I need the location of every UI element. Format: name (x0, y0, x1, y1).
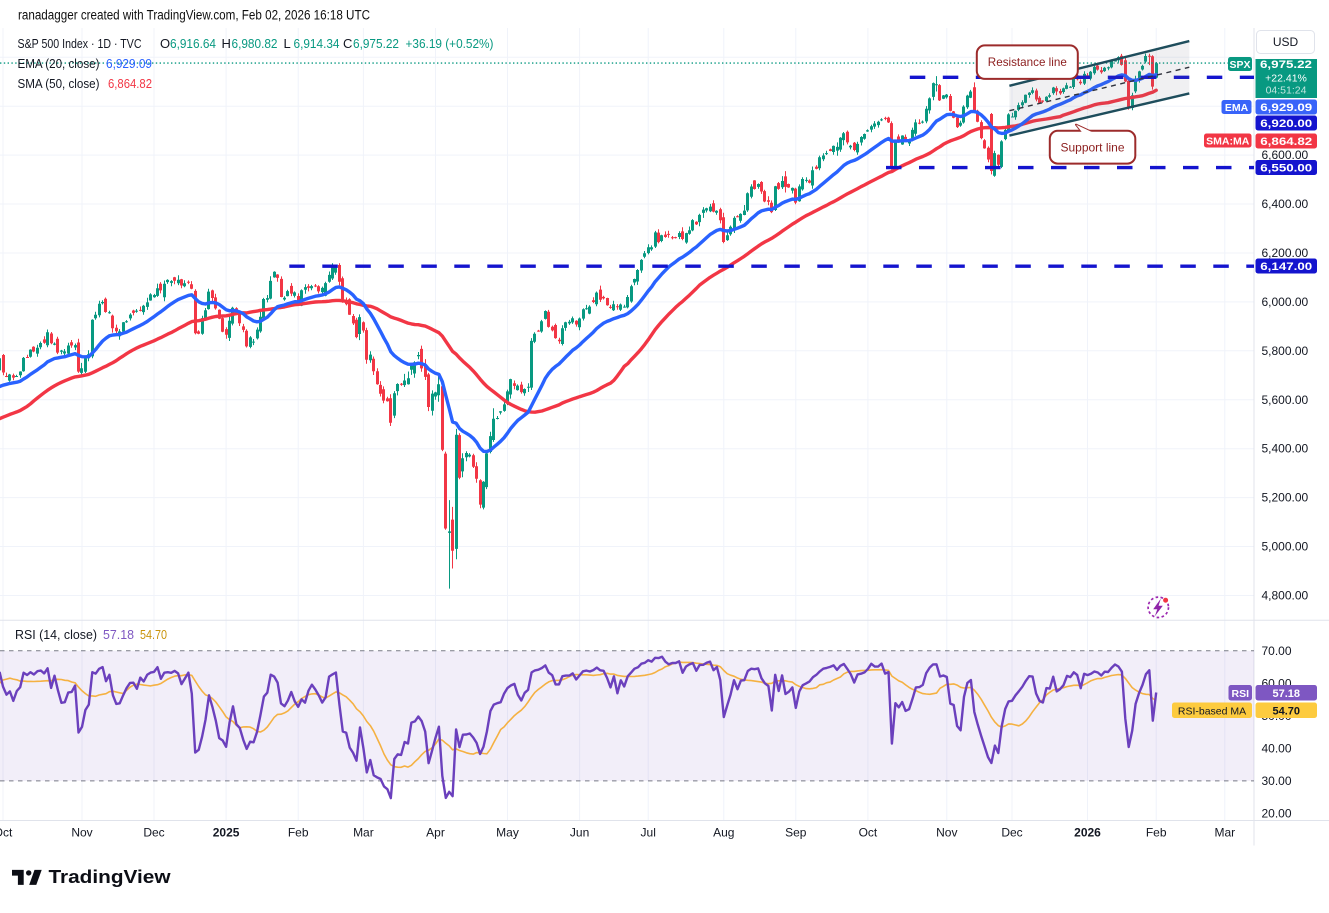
svg-text:Resistance line: Resistance line (988, 55, 1067, 69)
svg-text:+36.19 (+0.52%): +36.19 (+0.52%) (406, 36, 494, 51)
svg-text:54.70: 54.70 (1272, 705, 1300, 717)
svg-text:Dec: Dec (143, 826, 164, 840)
svg-text:6,864.82: 6,864.82 (108, 76, 152, 91)
svg-text:TradingView: TradingView (49, 866, 172, 887)
svg-text:May: May (496, 826, 519, 840)
svg-text:L: L (284, 36, 291, 51)
svg-text:30.00: 30.00 (1262, 774, 1292, 788)
svg-text:2026: 2026 (1074, 826, 1101, 840)
svg-text:57.18: 57.18 (1272, 688, 1300, 700)
svg-text:O: O (160, 36, 170, 51)
svg-text:5,600.00: 5,600.00 (1262, 393, 1309, 407)
svg-text:6,400.00: 6,400.00 (1262, 197, 1309, 211)
svg-text:SMA:MA: SMA:MA (1206, 136, 1250, 148)
svg-text:Nov: Nov (71, 826, 92, 840)
svg-text:Jun: Jun (570, 826, 589, 840)
svg-text:Feb: Feb (288, 826, 309, 840)
svg-text:SMA (50, close): SMA (50, close) (18, 76, 100, 91)
svg-text:S&P 500 Index · 1D · TVC: S&P 500 Index · 1D · TVC (18, 36, 142, 51)
svg-text:57.18: 57.18 (103, 627, 134, 642)
svg-text:6,975.22: 6,975.22 (1260, 59, 1312, 71)
svg-text:6,980.82: 6,980.82 (232, 36, 278, 51)
svg-text:RSI: RSI (1231, 688, 1249, 700)
svg-text:54.70: 54.70 (140, 627, 167, 642)
svg-text:6,147.00: 6,147.00 (1260, 261, 1312, 273)
svg-text:Nov: Nov (936, 826, 957, 840)
svg-text:5,200.00: 5,200.00 (1262, 491, 1309, 505)
svg-text:Dec: Dec (1001, 826, 1022, 840)
svg-text:Feb: Feb (1146, 826, 1167, 840)
svg-text:70.00: 70.00 (1262, 644, 1292, 658)
svg-text:6,975.22: 6,975.22 (353, 36, 399, 51)
svg-text:6,916.64: 6,916.64 (170, 36, 216, 51)
svg-text:Oct: Oct (859, 826, 878, 840)
svg-text:5,800.00: 5,800.00 (1262, 344, 1309, 358)
svg-text:ranadagger created with Tradin: ranadagger created with TradingView.com,… (18, 8, 370, 23)
svg-text:RSI (14, close): RSI (14, close) (15, 627, 97, 642)
svg-text:6,864.82: 6,864.82 (1260, 136, 1312, 148)
svg-text:5,000.00: 5,000.00 (1262, 540, 1309, 554)
svg-text:H: H (222, 36, 231, 51)
svg-text:6,929.09: 6,929.09 (106, 56, 152, 71)
svg-text:RSI-based MA: RSI-based MA (1178, 705, 1246, 717)
svg-text:4,800.00: 4,800.00 (1262, 589, 1309, 603)
svg-text:6,600.00: 6,600.00 (1262, 148, 1309, 162)
svg-text:6,200.00: 6,200.00 (1262, 246, 1309, 260)
svg-text:EMA (20, close): EMA (20, close) (18, 56, 100, 71)
svg-text:SPX: SPX (1229, 59, 1250, 71)
svg-text:C: C (343, 36, 352, 51)
svg-text:Sep: Sep (785, 826, 807, 840)
svg-text:5,400.00: 5,400.00 (1262, 442, 1309, 456)
svg-text:Support line: Support line (1061, 141, 1125, 155)
svg-text:Mar: Mar (1214, 826, 1235, 840)
svg-text:04:51:24: 04:51:24 (1266, 85, 1307, 97)
svg-text:20.00: 20.00 (1262, 806, 1292, 820)
svg-text:2025: 2025 (213, 826, 240, 840)
svg-text:40.00: 40.00 (1262, 741, 1292, 755)
svg-text:6,920.00: 6,920.00 (1260, 118, 1312, 130)
svg-text:USD: USD (1273, 35, 1299, 49)
svg-text:Apr: Apr (426, 826, 445, 840)
svg-text:Aug: Aug (713, 826, 734, 840)
svg-text:EMA: EMA (1225, 102, 1249, 114)
svg-text:6,929.09: 6,929.09 (1260, 102, 1312, 114)
svg-text:+22.41%: +22.41% (1265, 73, 1307, 85)
svg-text:6,914.34: 6,914.34 (294, 36, 340, 51)
svg-text:Oct: Oct (0, 826, 13, 840)
svg-text:6,550.00: 6,550.00 (1260, 163, 1312, 175)
svg-text:6,000.00: 6,000.00 (1262, 295, 1309, 309)
svg-text:Mar: Mar (353, 826, 374, 840)
svg-text:Jul: Jul (641, 826, 656, 840)
